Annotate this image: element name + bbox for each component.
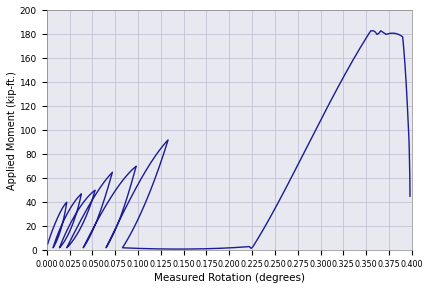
Y-axis label: Applied Moment (kip-ft.): Applied Moment (kip-ft.) — [7, 71, 17, 190]
X-axis label: Measured Rotation (degrees): Measured Rotation (degrees) — [154, 273, 305, 283]
